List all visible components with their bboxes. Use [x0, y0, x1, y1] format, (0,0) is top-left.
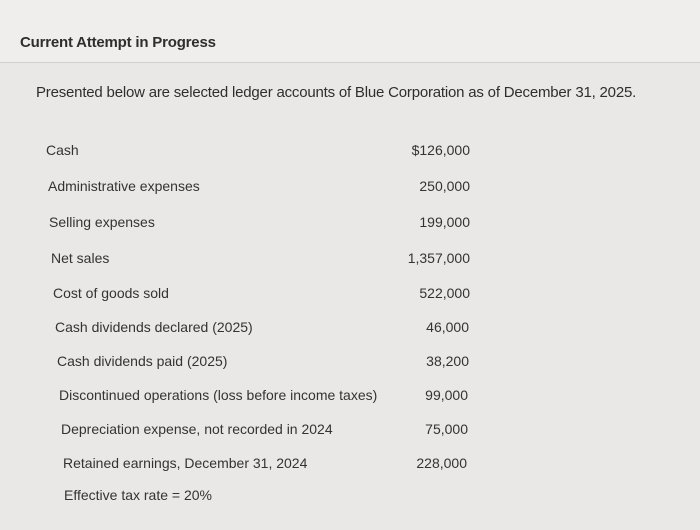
ledger-row: Cash dividends paid (2025) 38,200 [57, 353, 469, 373]
account-name: Cash dividends paid (2025) [57, 353, 228, 369]
account-name: Selling expenses [49, 214, 155, 230]
account-amount: 46,000 [426, 319, 469, 335]
account-amount: 522,000 [419, 285, 470, 301]
ledger-row: Cost of goods sold 522,000 [53, 285, 470, 305]
tax-rate-note: Effective tax rate = 20% [64, 487, 212, 503]
account-amount: 75,000 [425, 421, 468, 437]
account-amount: 250,000 [419, 178, 470, 194]
ledger-row: Cash dividends declared (2025) 46,000 [55, 319, 469, 339]
ledger-row: Selling expenses 199,000 [49, 214, 470, 234]
account-amount: 99,000 [425, 387, 468, 403]
problem-intro: Presented below are selected ledger acco… [36, 84, 637, 101]
ledger-row: Cash $126,000 [46, 142, 470, 162]
account-name: Depreciation expense, not recorded in 20… [61, 421, 333, 437]
account-name: Cost of goods sold [53, 285, 169, 301]
ledger-row: Administrative expenses 250,000 [48, 178, 470, 198]
ledger-row: Discontinued operations (loss before inc… [59, 387, 468, 407]
account-name: Cash [46, 142, 79, 158]
ledger-row: Net sales 1,357,000 [51, 250, 470, 270]
account-name: Retained earnings, December 31, 2024 [63, 455, 308, 471]
ledger-row: Depreciation expense, not recorded in 20… [61, 421, 468, 441]
account-name: Cash dividends declared (2025) [55, 319, 253, 335]
account-amount: 38,200 [426, 353, 469, 369]
account-amount: 199,000 [419, 214, 470, 230]
header-bar [0, 0, 700, 62]
account-amount: $126,000 [411, 142, 470, 158]
account-amount: 1,357,000 [407, 250, 470, 266]
account-name: Administrative expenses [48, 178, 200, 194]
attempt-status-title: Current Attempt in Progress [20, 34, 216, 51]
header-divider [0, 62, 700, 63]
account-amount: 228,000 [416, 455, 467, 471]
ledger-row: Retained earnings, December 31, 2024 228… [63, 455, 467, 475]
account-name: Net sales [51, 250, 110, 266]
account-name: Discontinued operations (loss before inc… [59, 387, 378, 403]
